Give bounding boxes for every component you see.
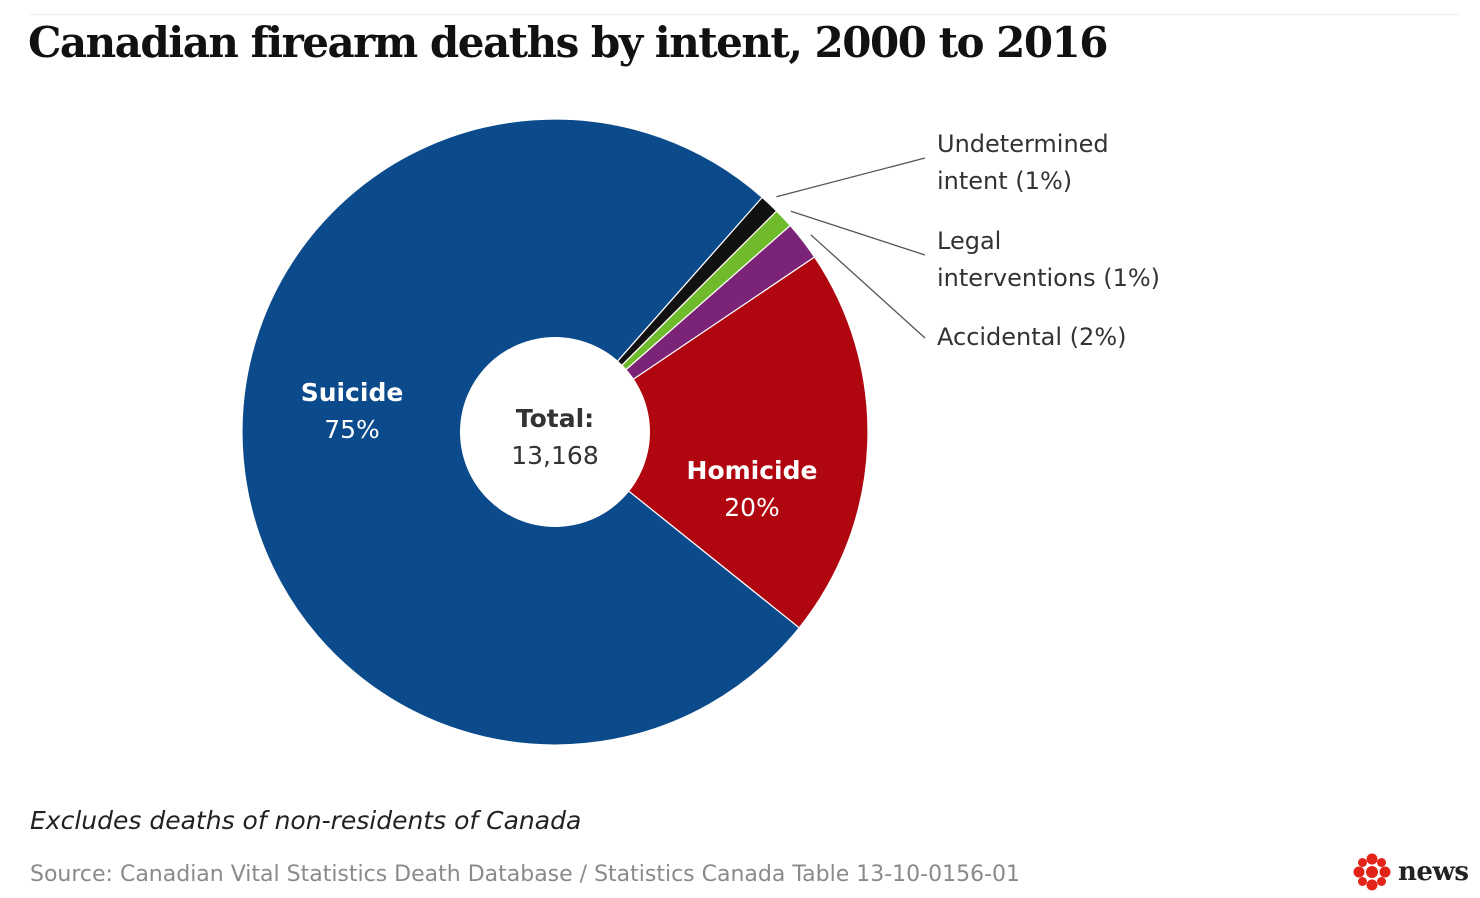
label-homicide: Homicide	[687, 456, 818, 485]
center-total-value: 13,168	[511, 441, 598, 470]
label-legal-interventions-line-1: Legal	[937, 227, 1001, 255]
donut-hole	[460, 337, 650, 527]
center-total-title: Total:	[516, 404, 594, 433]
cbc-gem-icon	[1353, 853, 1391, 891]
label-homicide-pct: 20%	[724, 493, 780, 522]
leader-line-undetermined-intent	[776, 157, 926, 198]
chart-source: Source: Canadian Vital Statistics Death …	[30, 862, 1021, 887]
logo-wordmark: news	[1398, 857, 1469, 887]
top-rule	[30, 14, 1460, 15]
label-suicide-pct: 75%	[324, 415, 380, 444]
label-accidental-line-1: Accidental (2%)	[937, 323, 1126, 351]
label-undetermined-intent-line-2: intent (1%)	[937, 167, 1072, 195]
cbc-news-logo: news	[1352, 850, 1472, 894]
leader-line-legal-interventions	[790, 210, 926, 256]
label-suicide: Suicide	[301, 378, 404, 407]
slice-homicide	[553, 256, 869, 629]
chart-title: Canadian firearm deaths by intent, 2000 …	[28, 18, 1109, 67]
label-legal-interventions-line-2: interventions (1%)	[937, 264, 1160, 292]
labels-group: Suicide 75% Homicide 20% Accidental (2%) Lega…	[301, 130, 1160, 522]
leader-line-accidental	[810, 234, 926, 339]
label-undetermined-intent-line-1: Undetermined	[937, 130, 1109, 158]
chart-note: Excludes deaths of non-residents of Cana…	[30, 806, 582, 835]
